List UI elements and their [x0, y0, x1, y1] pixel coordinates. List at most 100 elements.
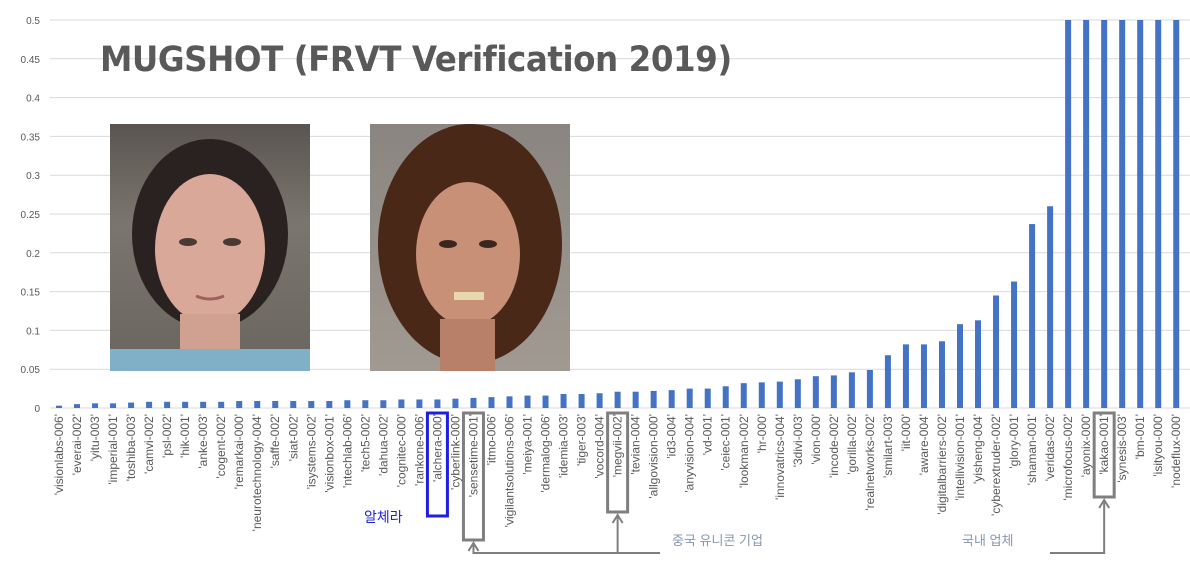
x-tick-label: 'toshiba-003'	[124, 414, 138, 481]
x-tick-label: 'realnetworks-002'	[863, 414, 877, 511]
bar	[1173, 20, 1180, 408]
x-tick-label: 'gorilla-002'	[845, 414, 859, 475]
bar	[290, 401, 297, 408]
bar	[470, 397, 477, 408]
x-tick-label: 'cogent-002'	[214, 414, 228, 479]
x-tick-label: 'remarkai-000'	[232, 414, 246, 489]
bar	[668, 390, 675, 408]
y-tick-label: 0.35	[21, 132, 41, 143]
alchera-highlight-box	[425, 411, 449, 518]
x-tick-label: 'meiya-001'	[521, 414, 535, 475]
bar	[74, 404, 81, 408]
bar	[722, 386, 729, 408]
x-tick-label: 'cognitec-000'	[394, 414, 408, 487]
bar	[560, 394, 567, 408]
bar	[344, 400, 351, 408]
x-tick-label: 'cyberextruder-002'	[989, 414, 1003, 516]
alchera-annotation: 알체라	[364, 509, 403, 525]
x-tick-label: 'isityou-000'	[1151, 414, 1165, 477]
arrow-line	[472, 543, 660, 554]
bar	[146, 401, 153, 408]
x-tick-label: 'bm-001'	[1133, 414, 1147, 459]
y-tick-label: 0.4	[26, 94, 40, 105]
bar	[1047, 206, 1054, 408]
bar	[398, 399, 405, 408]
x-tick-label: 'allgovision-000'	[647, 414, 661, 499]
bar	[56, 405, 62, 408]
bar	[272, 401, 279, 408]
bar	[1101, 20, 1108, 408]
x-tick-label: 'isystems-002'	[304, 414, 318, 489]
x-tick-label: 'vocord-004'	[593, 414, 607, 479]
x-tick-label: 'microfocus-002'	[1061, 414, 1075, 501]
bar	[650, 390, 657, 408]
x-tick-label: 'aware-004'	[917, 414, 931, 475]
bar	[416, 399, 423, 408]
bar	[812, 376, 819, 408]
x-tick-label: 'iit-000'	[899, 414, 913, 451]
arrow-head-icon	[1098, 498, 1111, 509]
x-tick-label: 'everai-002'	[70, 414, 84, 475]
bar	[1119, 20, 1126, 408]
x-tick-label: '3divi-003'	[791, 414, 805, 467]
x-tick-label: 'sensetime-001'	[466, 414, 480, 497]
bar	[794, 379, 801, 408]
x-tick-label: 'tevian-004'	[629, 414, 643, 475]
y-tick-label: 0.15	[21, 288, 41, 299]
bar	[128, 402, 135, 408]
x-tick-label: 'shaman-001'	[1025, 414, 1039, 485]
y-tick-label: 0.25	[21, 210, 41, 221]
x-tick-label: 'neurotechnology-004'	[250, 414, 264, 531]
x-tick-label: 'itmo-006'	[484, 414, 498, 465]
bar	[884, 355, 891, 408]
x-tick-label: 'vigilantsolutions-006'	[503, 414, 517, 527]
x-tick-label: 'dahua-002'	[376, 414, 390, 476]
x-tick-label: 'digitalbarriers-002'	[935, 414, 949, 515]
bar	[542, 395, 549, 408]
bar	[110, 403, 117, 408]
bar	[614, 391, 621, 408]
arrow-head-icon	[467, 541, 480, 552]
bar	[993, 295, 1000, 408]
bar	[164, 401, 171, 408]
bar	[434, 399, 441, 408]
bar	[920, 344, 927, 408]
bar	[740, 383, 747, 408]
bar	[1137, 20, 1144, 408]
bar	[452, 398, 459, 408]
mugshot-photo-2	[370, 124, 570, 371]
bar	[866, 369, 873, 408]
bar	[182, 401, 189, 408]
chart-title: MUGSHOT (FRVT Verification 2019)	[100, 40, 732, 80]
bar	[596, 393, 603, 408]
x-tick-label: 'innovatrics-004'	[773, 414, 787, 500]
y-tick-label: 0.5	[26, 16, 40, 27]
x-tick-label: 'nodeflux-000'	[1169, 414, 1183, 488]
bar	[938, 341, 945, 408]
bar	[686, 388, 693, 408]
x-tick-label: 'visionlabs-006'	[52, 414, 66, 495]
x-tick-label: 'anyvision-004'	[683, 414, 697, 493]
bar	[200, 401, 207, 408]
bar	[236, 401, 243, 408]
bar	[758, 382, 765, 408]
x-tick-label: 'hr-000'	[755, 414, 769, 453]
x-tick-label: 'imperial-001'	[106, 414, 120, 485]
arrow-head-icon	[611, 513, 624, 524]
y-tick-label: 0.3	[26, 171, 40, 182]
x-tick-label: 'intellivision-001'	[953, 414, 967, 501]
x-tick-label: 'saffe-002'	[268, 414, 282, 468]
x-tick-label: 'camvi-002'	[142, 414, 156, 474]
x-tick-label: 'vd-001'	[701, 414, 715, 455]
x-tick-label: 'synesis-003'	[1115, 414, 1129, 483]
x-tick-label: 'ceiec-001'	[719, 414, 733, 471]
x-tick-label: 'id3-004'	[665, 414, 679, 459]
x-tick-label: 'yitu-003'	[88, 414, 102, 461]
bar	[830, 375, 837, 408]
y-tick-label: 0.05	[21, 365, 41, 376]
y-tick-label: 0.45	[21, 55, 41, 66]
x-tick-label: 'dermalog-006'	[539, 414, 553, 493]
x-tick-label: 'vion-000'	[809, 414, 823, 465]
y-tick-label: 0	[34, 404, 40, 415]
